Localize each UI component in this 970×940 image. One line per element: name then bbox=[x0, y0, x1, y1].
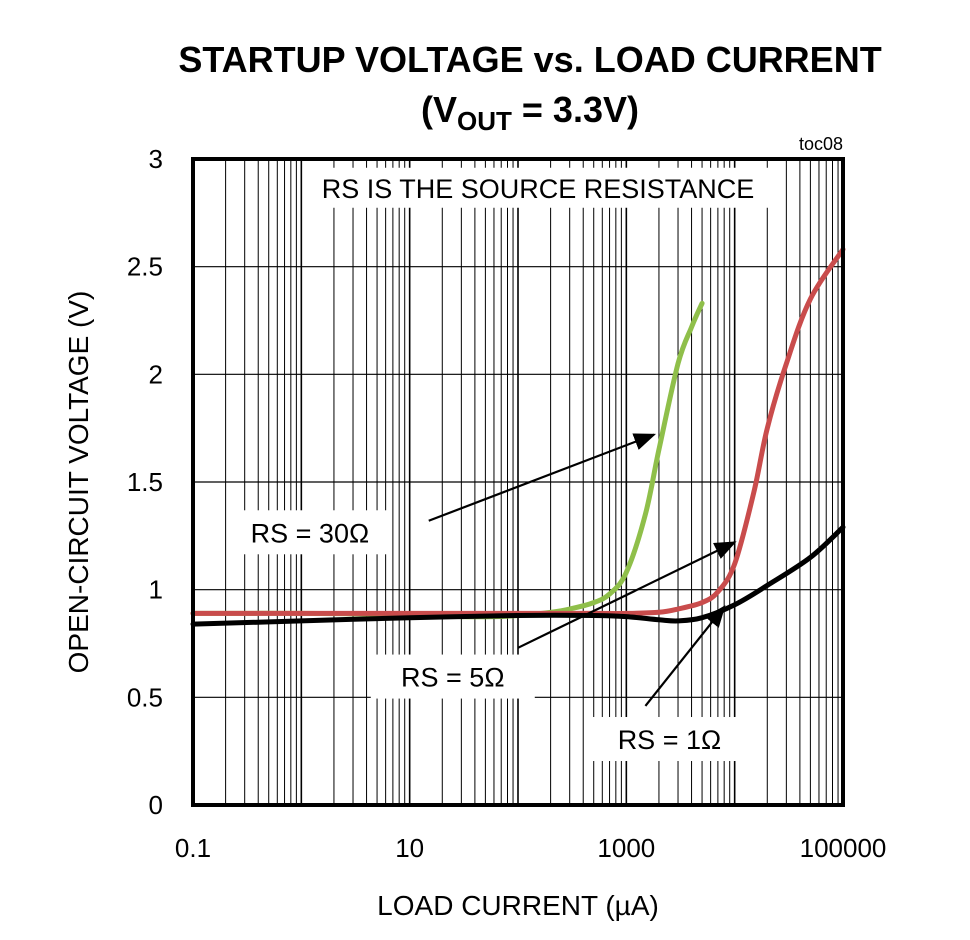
x-tick-label: 1000 bbox=[597, 833, 655, 863]
note-background bbox=[303, 167, 773, 208]
annotation-label: RS = 1Ω bbox=[618, 725, 721, 755]
chart-subtitle: (VOUT = 3.3V) bbox=[421, 89, 639, 136]
subtitle-suffix: = 3.3V) bbox=[512, 89, 639, 130]
y-tick-label: 3 bbox=[149, 144, 163, 174]
y-tick-label: 0 bbox=[149, 790, 163, 820]
annotation-arrow bbox=[644, 605, 726, 707]
chart-title: STARTUP VOLTAGE vs. LOAD CURRENT bbox=[178, 39, 881, 80]
y-tick-label: 0.5 bbox=[127, 682, 163, 712]
subtitle-prefix: (V bbox=[421, 89, 457, 130]
annotation-label-background bbox=[370, 654, 535, 699]
y-tick-label: 2 bbox=[149, 359, 163, 389]
annotation-arrow bbox=[428, 433, 657, 522]
annotation-label-background bbox=[227, 510, 392, 555]
tick-labels: 0.1 10 1000 100000 0 0.5 1 1.5 2 2.5 3 bbox=[127, 144, 887, 863]
x-axis-label: LOAD CURRENT (µA) bbox=[377, 890, 659, 921]
y-tick-label: 1 bbox=[149, 575, 163, 605]
plot-frame bbox=[191, 157, 845, 807]
x-tick-label: 10 bbox=[395, 833, 424, 863]
annotations: RS = 30Ω RS = 5Ω RS = 1Ω bbox=[227, 433, 752, 762]
chart-tag: toc08 bbox=[799, 134, 843, 154]
y-axis-label: OPEN-CIRCUIT VOLTAGE (V) bbox=[63, 291, 94, 674]
y-tick-label: 2.5 bbox=[127, 252, 163, 282]
subtitle-subscript: OUT bbox=[457, 106, 512, 136]
annotation-arrow bbox=[517, 541, 737, 649]
annotation-label: RS = 30Ω bbox=[251, 518, 370, 548]
annotation-label-background bbox=[587, 717, 752, 762]
chart-note: RS IS THE SOURCE RESISTANCE bbox=[322, 174, 755, 204]
series-line bbox=[190, 524, 846, 627]
series-line bbox=[190, 246, 846, 616]
x-tick-label: 100000 bbox=[800, 833, 887, 863]
x-tick-label: 0.1 bbox=[175, 833, 211, 863]
annotation-label: RS = 5Ω bbox=[401, 663, 504, 693]
y-tick-label: 1.5 bbox=[127, 467, 163, 497]
series-group bbox=[190, 246, 846, 627]
grid bbox=[192, 158, 843, 806]
